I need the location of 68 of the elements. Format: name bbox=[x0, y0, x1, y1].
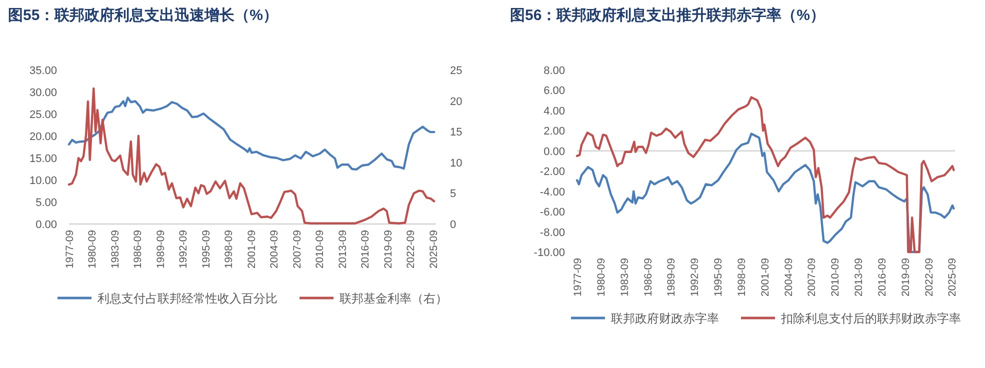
line-series bbox=[68, 96, 436, 171]
line-series bbox=[576, 96, 955, 254]
y-tick-label: 20.00 bbox=[29, 131, 57, 143]
x-tick-label: 1986-09 bbox=[132, 230, 144, 269]
legend-label: 联邦政府财政赤字率 bbox=[611, 312, 719, 326]
x-tick-label: 2022-09 bbox=[405, 230, 418, 269]
x-tick-label: 2007-09 bbox=[291, 230, 304, 269]
x-tick-label: 1992-09 bbox=[689, 258, 702, 297]
legend-label: 联邦基金利率（右） bbox=[340, 292, 448, 306]
x-tick-label: 1989-09 bbox=[154, 230, 167, 269]
x-tick-label: 1998-09 bbox=[736, 258, 748, 297]
y-tick-label: 15.00 bbox=[29, 153, 57, 165]
legend-label: 利息支付占联邦经常性收入百分比 bbox=[98, 292, 278, 306]
x-tick-label: 2004-09 bbox=[268, 230, 281, 269]
y-tick-label: 0.00 bbox=[36, 219, 57, 231]
x-tick-label: 1989-09 bbox=[666, 258, 678, 297]
y2-tick-label: 15 bbox=[450, 126, 462, 139]
x-tick-label: 2019-09 bbox=[900, 258, 912, 297]
legend-label: 扣除利息支付后的联邦财政赤字率 bbox=[780, 312, 961, 326]
x-tick-label: 2013-09 bbox=[336, 230, 349, 269]
x-tick-label: 1980-09 bbox=[595, 258, 608, 297]
x-tick-label: 1977-09 bbox=[64, 230, 76, 269]
y-tick-label: 8.00 bbox=[544, 65, 565, 77]
y-tick-label: 35.00 bbox=[29, 65, 57, 77]
x-tick-label: 1995-09 bbox=[200, 230, 212, 269]
chart-title: 图56：联邦政府利息支出推升联邦赤字率（%） bbox=[510, 6, 826, 24]
x-tick-label: 2001-09 bbox=[246, 230, 258, 269]
y-tick-label: -6.00 bbox=[540, 206, 565, 219]
y2-tick-label: 25 bbox=[450, 65, 462, 77]
y-tick-label: 4.00 bbox=[544, 105, 565, 118]
x-tick-label: 2016-09 bbox=[360, 230, 372, 269]
x-tick-label: 2001-09 bbox=[759, 258, 772, 297]
x-tick-label: 2010-09 bbox=[830, 258, 842, 297]
x-tick-label: 2025-09 bbox=[946, 258, 959, 297]
x-tick-label: 1998-09 bbox=[223, 230, 236, 269]
y-tick-label: -4.00 bbox=[540, 186, 565, 198]
y2-tick-label: 20 bbox=[450, 96, 462, 108]
x-tick-label: 2007-09 bbox=[806, 258, 818, 297]
x-tick-label: 2016-09 bbox=[876, 258, 888, 297]
y-tick-label: 2.00 bbox=[544, 126, 565, 138]
x-tick-label: 1980-09 bbox=[86, 230, 99, 269]
x-tick-label: 2004-09 bbox=[782, 258, 795, 297]
chart-title: 图55：联邦政府利息支出迅速增长（%） bbox=[8, 6, 278, 24]
y-tick-label: 30.00 bbox=[29, 87, 57, 99]
x-tick-label: 1995-09 bbox=[712, 258, 725, 297]
y-tick-label: -10.00 bbox=[534, 247, 565, 259]
x-tick-label: 1992-09 bbox=[178, 230, 190, 269]
x-tick-label: 2022-09 bbox=[923, 258, 936, 297]
y-tick-label: 10.00 bbox=[29, 175, 57, 187]
y2-tick-label: 0 bbox=[450, 219, 456, 231]
x-tick-label: 2019-09 bbox=[382, 230, 394, 269]
y-tick-label: 6.00 bbox=[544, 85, 565, 98]
x-tick-label: 2025-09 bbox=[428, 230, 440, 269]
x-tick-label: 1983-09 bbox=[109, 230, 122, 269]
y-tick-label: 0.00 bbox=[544, 146, 565, 158]
x-tick-label: 2010-09 bbox=[314, 230, 326, 269]
y2-tick-label: 10 bbox=[450, 157, 462, 170]
y-tick-label: -2.00 bbox=[540, 166, 565, 178]
x-tick-label: 2013-09 bbox=[853, 258, 866, 297]
x-tick-label: 1977-09 bbox=[572, 258, 584, 297]
y-tick-label: -8.00 bbox=[540, 226, 565, 239]
y-tick-label: 25.00 bbox=[29, 109, 57, 121]
x-tick-label: 1986-09 bbox=[642, 258, 654, 297]
y-tick-label: 5.00 bbox=[36, 197, 57, 209]
x-tick-label: 1983-09 bbox=[618, 258, 631, 297]
y2-tick-label: 5 bbox=[450, 188, 456, 200]
line-series bbox=[68, 87, 436, 224]
line-series bbox=[576, 132, 955, 254]
